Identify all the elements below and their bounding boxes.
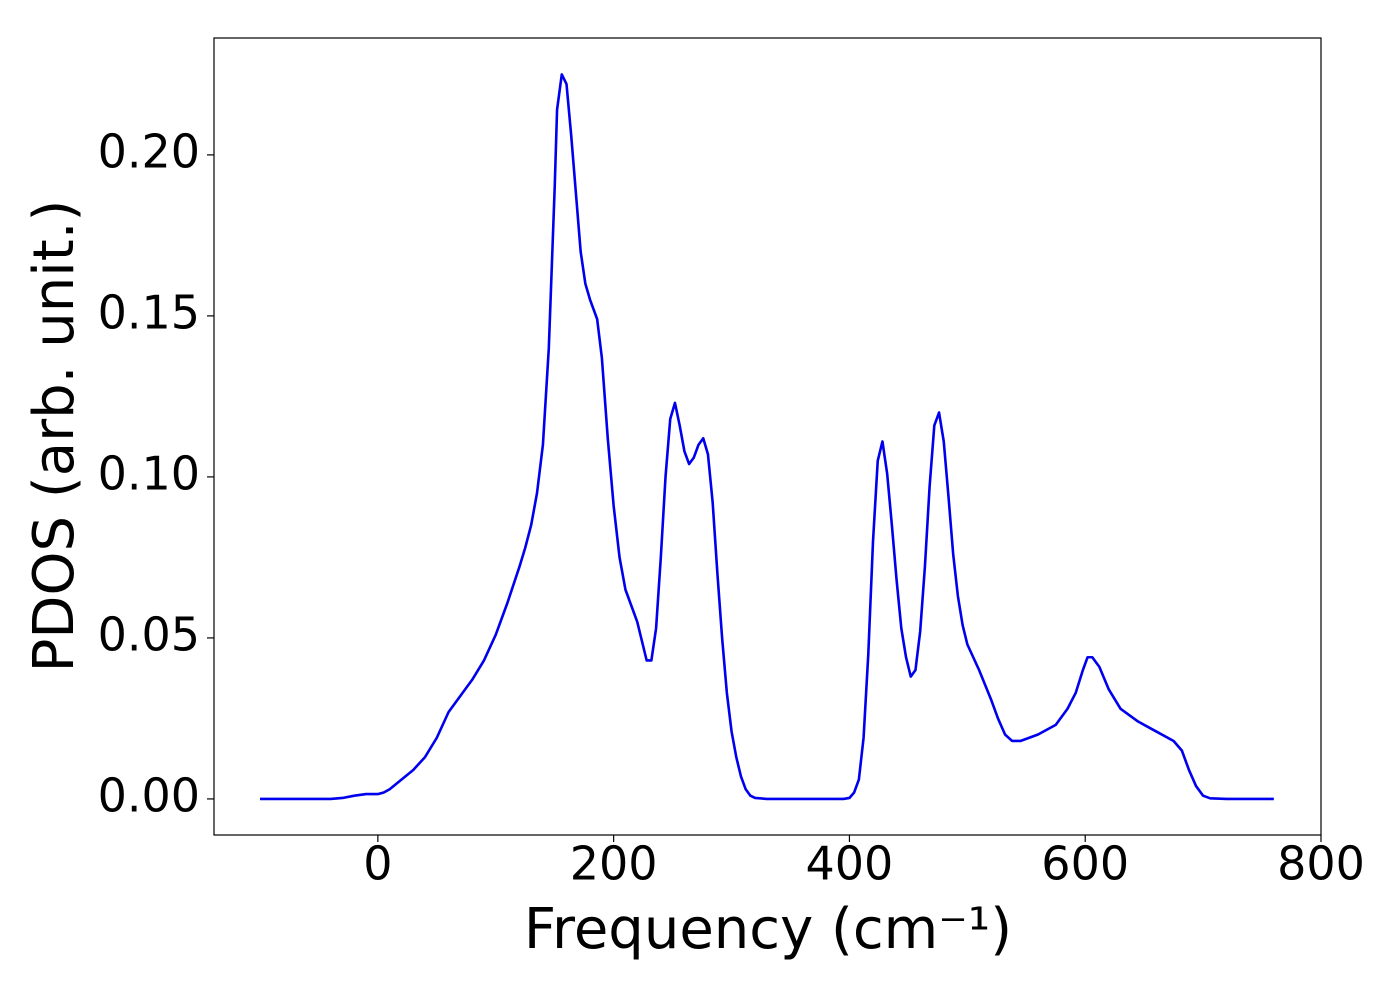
- plot-frame: [213, 37, 1322, 836]
- x-tick-label: 400: [806, 837, 894, 891]
- x-tick-label: 800: [1277, 837, 1365, 891]
- x-tick-label: 0: [363, 837, 392, 891]
- y-tick-label: 0.15: [98, 285, 200, 339]
- y-tick-label: 0.20: [98, 124, 200, 178]
- x-axis-label: Frequency (cm⁻¹): [524, 897, 1012, 962]
- x-tick-label: 600: [1041, 837, 1129, 891]
- y-tick-label: 0.00: [98, 768, 200, 822]
- y-tick-label: 0.05: [98, 607, 200, 661]
- pdos-line: [259, 73, 1274, 801]
- y-axis-label: PDOS (arb. unit.): [22, 200, 87, 673]
- x-tick-label: 200: [570, 837, 658, 891]
- y-tick-label: 0.10: [98, 446, 200, 500]
